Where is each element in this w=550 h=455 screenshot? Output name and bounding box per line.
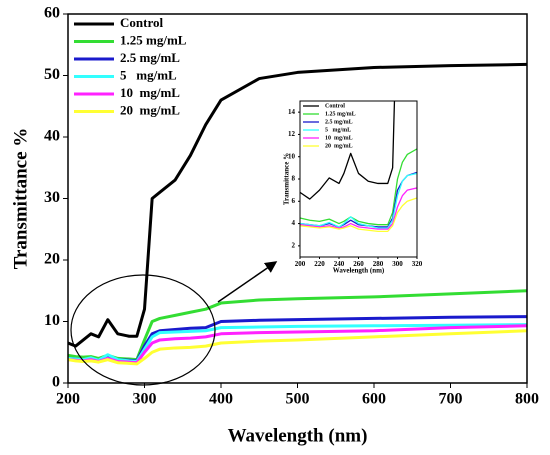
y-tick-label: 10	[44, 312, 60, 329]
legend-label: 10 mg/mL	[325, 135, 353, 141]
x-tick-label: 700	[439, 391, 463, 408]
data-line	[68, 62, 527, 348]
y-tick-label: 8	[292, 175, 296, 183]
x-tick-label: 240	[334, 260, 345, 268]
y-tick-label: 30	[44, 189, 60, 206]
x-tick-label: 320	[412, 260, 423, 268]
data-line	[300, 187, 417, 230]
data-line	[300, 197, 417, 233]
y-tick-label: 20	[44, 251, 60, 268]
legend-label: Control	[120, 15, 163, 30]
x-tick-label: 280	[373, 260, 384, 268]
y-tick-label: 50	[44, 66, 60, 83]
x-tick-label: 260	[353, 260, 364, 268]
x-tick-label: 600	[362, 391, 386, 408]
y-tick-label: 10	[288, 152, 296, 160]
x-axis-label: Wavelength (nm)	[333, 267, 385, 275]
x-tick-label: 200	[295, 260, 306, 268]
y-tick-label: 14	[288, 108, 296, 116]
inset-plot: 2 4 6 8 10 12 14 200 220 240 260 280 300 320 Wavelengt…	[283, 100, 423, 275]
x-axis-label: Wavelength (nm)	[228, 425, 368, 446]
x-tick-label: 200	[56, 391, 80, 408]
legend-label: 10 mg/mL	[120, 85, 180, 100]
highlight-ellipse	[70, 274, 216, 386]
legend-label: 2.5 mg/mL	[120, 50, 180, 65]
y-axis-label: Transmittance %	[283, 153, 291, 205]
y-tick-label: 4	[292, 219, 296, 227]
legend-label: 1.25 mg/mL	[325, 111, 356, 117]
legend-label: 20 mg/mL	[120, 102, 180, 117]
y-tick-label: 0	[52, 374, 60, 391]
x-tick-label: 300	[392, 260, 403, 268]
y-tick-label: 6	[292, 197, 296, 205]
y-tick-label: 12	[288, 130, 296, 138]
data-line	[68, 323, 527, 363]
legend-label: Control	[325, 103, 345, 109]
x-tick-label: 400	[209, 391, 233, 408]
inset-background	[282, 88, 432, 280]
y-tick-label: 60	[44, 5, 60, 22]
y-axis-label: Transmittance %	[10, 128, 31, 270]
legend-label: 2.5 mg/mL	[325, 119, 353, 125]
legend-label: 5 mg/mL	[120, 67, 177, 82]
data-line	[68, 329, 527, 366]
x-tick-label: 800	[515, 391, 539, 408]
legend-label: 1.25 mg/mL	[120, 32, 187, 47]
x-tick-label: 300	[133, 391, 157, 408]
data-line	[300, 101, 396, 200]
main-plot: 0 10 20 30 40 50 60 200 300 400 500 600 700 800 Wavele…	[10, 5, 539, 447]
y-tick-label: 2	[292, 241, 296, 249]
pointer-arrow	[217, 261, 278, 303]
data-line	[300, 148, 417, 226]
x-tick-label: 500	[286, 391, 310, 408]
legend-label: 5 mg/mL	[325, 127, 351, 133]
y-tick-label: 40	[44, 128, 60, 145]
plot-frame	[299, 100, 418, 258]
data-line	[300, 172, 417, 229]
plot-frame	[67, 13, 528, 384]
legend-label: 20 mg/mL	[325, 143, 353, 149]
x-tick-label: 220	[314, 260, 325, 268]
